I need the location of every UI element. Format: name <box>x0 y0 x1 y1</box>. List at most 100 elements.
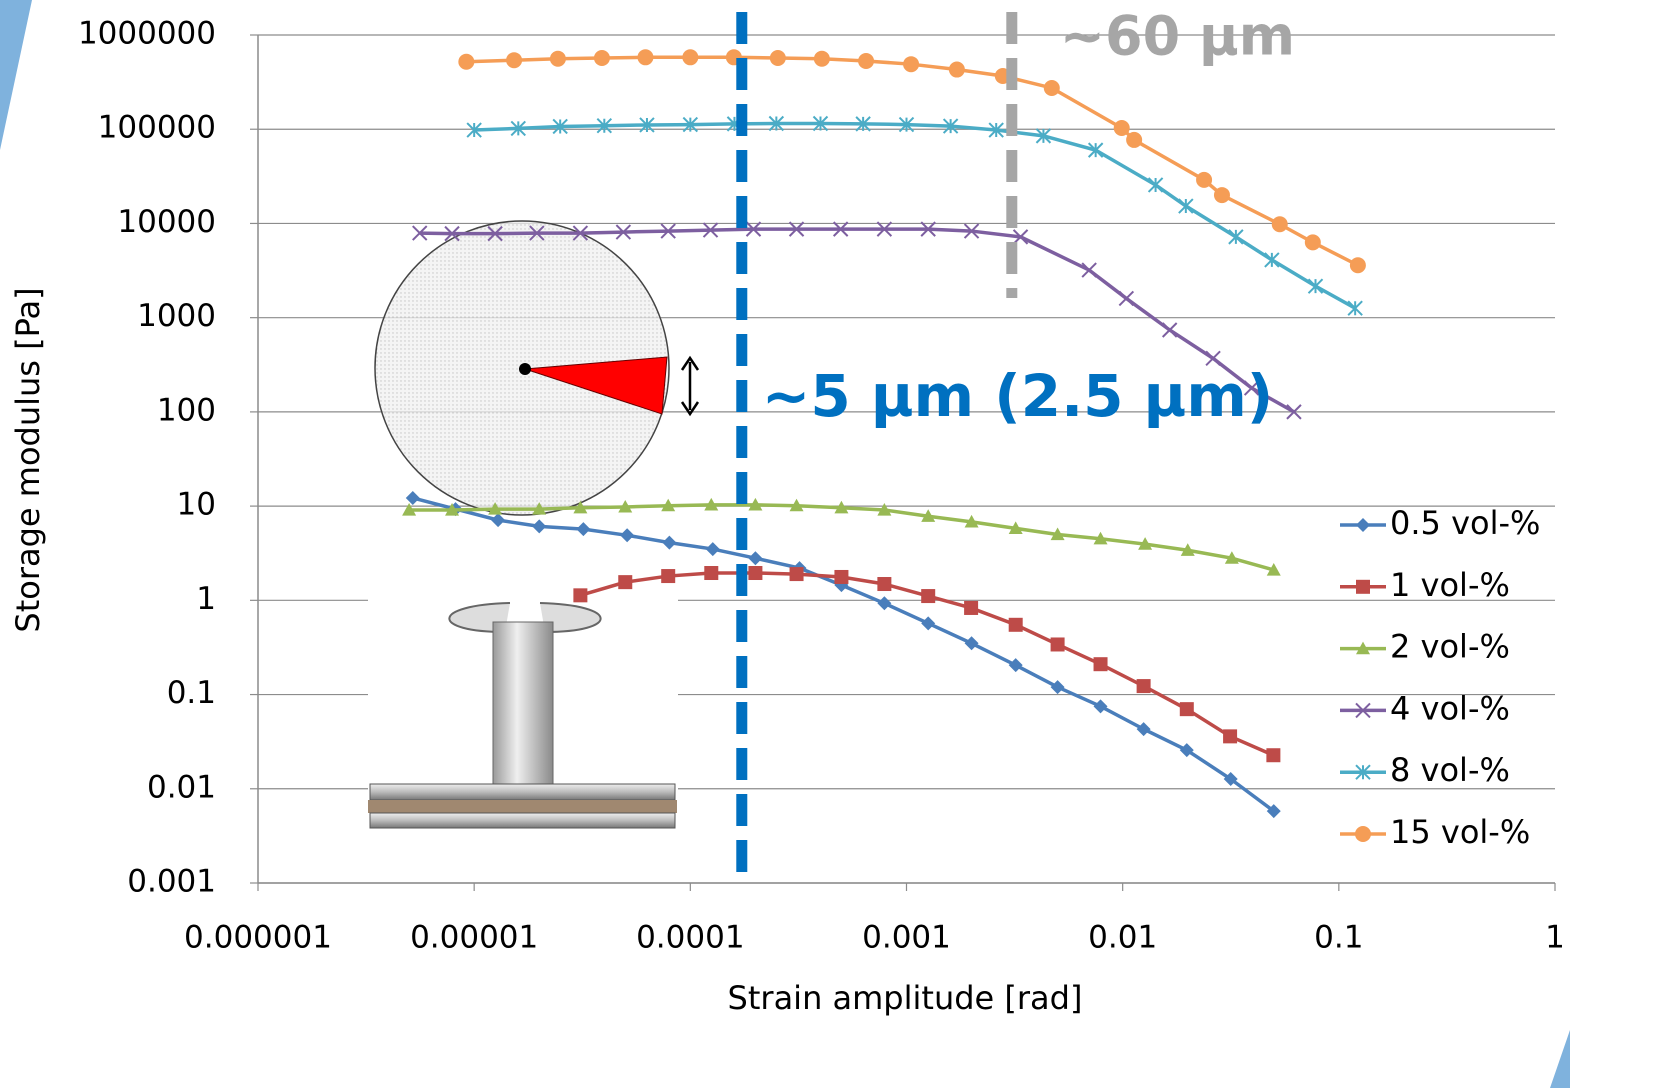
legend-marker <box>1356 579 1370 594</box>
point <box>705 542 720 557</box>
x-tick-label: 0.000001 <box>184 920 332 956</box>
point <box>948 61 965 78</box>
legend-label: 4 vol-% <box>1390 689 1510 727</box>
y-tick-label: 1000 <box>137 298 216 334</box>
point <box>618 575 633 590</box>
point <box>593 50 610 67</box>
y-tick-label: 100000 <box>98 110 216 146</box>
x-axis-title: Strain amplitude [rad] <box>728 979 1083 1017</box>
point <box>1179 702 1194 717</box>
point <box>402 502 417 516</box>
point <box>596 117 613 134</box>
point <box>1136 679 1151 694</box>
point <box>576 522 591 537</box>
y-tick-label: 1000000 <box>78 16 216 52</box>
point <box>812 115 829 132</box>
double-arrow <box>680 355 700 417</box>
x-tick-label: 0.01 <box>1088 920 1157 956</box>
point <box>921 509 936 522</box>
point <box>1223 771 1238 786</box>
point <box>769 50 786 67</box>
point <box>487 225 503 242</box>
legend-label: 8 vol-% <box>1390 751 1510 789</box>
point <box>1286 404 1302 420</box>
point <box>529 225 545 241</box>
point <box>1043 79 1060 96</box>
point <box>1213 187 1230 204</box>
point <box>639 117 655 133</box>
point <box>660 223 676 239</box>
decoration <box>1550 1030 1570 1088</box>
point <box>572 225 589 241</box>
y-tick-label: 0.1 <box>167 675 216 711</box>
point <box>768 115 785 132</box>
point <box>834 569 849 584</box>
point <box>855 116 871 132</box>
point <box>813 50 830 67</box>
point <box>445 502 460 516</box>
point <box>1196 171 1213 188</box>
rheometer-shaft <box>492 621 554 785</box>
point <box>832 221 849 237</box>
y-axis-title: Storage modulus [Pa] <box>9 287 47 632</box>
point <box>877 577 892 592</box>
y-tick-label: 100 <box>157 392 216 428</box>
point <box>704 497 719 511</box>
legend-marker <box>1356 518 1370 532</box>
point <box>618 499 633 513</box>
point <box>1035 128 1052 144</box>
legend-label: 0.5 vol-% <box>1390 504 1540 542</box>
point <box>573 500 588 514</box>
point <box>1050 637 1065 652</box>
point <box>1136 722 1151 737</box>
point <box>1228 229 1244 245</box>
point <box>1179 743 1194 758</box>
legend-label: 1 vol-% <box>1390 566 1510 604</box>
point <box>921 616 936 631</box>
sample-layer <box>368 800 677 813</box>
point <box>1307 278 1324 294</box>
point <box>748 551 763 566</box>
legend-label: 15 vol-% <box>1390 813 1530 851</box>
point <box>1266 748 1281 763</box>
point <box>920 221 936 237</box>
y-tick-label: 10000 <box>117 204 216 240</box>
point <box>1161 322 1178 338</box>
x-tick-label: 0.001 <box>862 920 951 956</box>
point <box>1113 120 1130 137</box>
point <box>573 588 588 603</box>
point <box>858 52 875 69</box>
point <box>964 600 979 615</box>
center-dot <box>519 363 531 375</box>
point <box>458 53 475 70</box>
decoration <box>0 0 32 150</box>
legend-marker <box>1356 641 1370 655</box>
y-tick-label: 0.001 <box>127 864 216 900</box>
plot <box>402 49 1366 819</box>
point <box>876 221 893 237</box>
point <box>466 122 482 138</box>
point <box>1093 531 1108 545</box>
point <box>1087 142 1104 158</box>
point <box>405 490 420 505</box>
rotation-arrow <box>539 602 602 633</box>
point <box>1008 658 1023 673</box>
point <box>661 498 676 512</box>
point <box>877 502 892 516</box>
y-tick-label: 0.01 <box>147 769 216 805</box>
icons <box>368 220 700 832</box>
point <box>921 589 936 604</box>
point <box>1126 131 1143 148</box>
point <box>963 223 980 239</box>
point <box>1093 699 1108 714</box>
point <box>702 222 719 238</box>
point <box>1266 562 1281 576</box>
point <box>552 118 568 135</box>
point <box>1178 198 1194 214</box>
point <box>1271 216 1288 233</box>
point <box>637 49 654 66</box>
point <box>682 116 699 133</box>
point <box>532 502 547 515</box>
